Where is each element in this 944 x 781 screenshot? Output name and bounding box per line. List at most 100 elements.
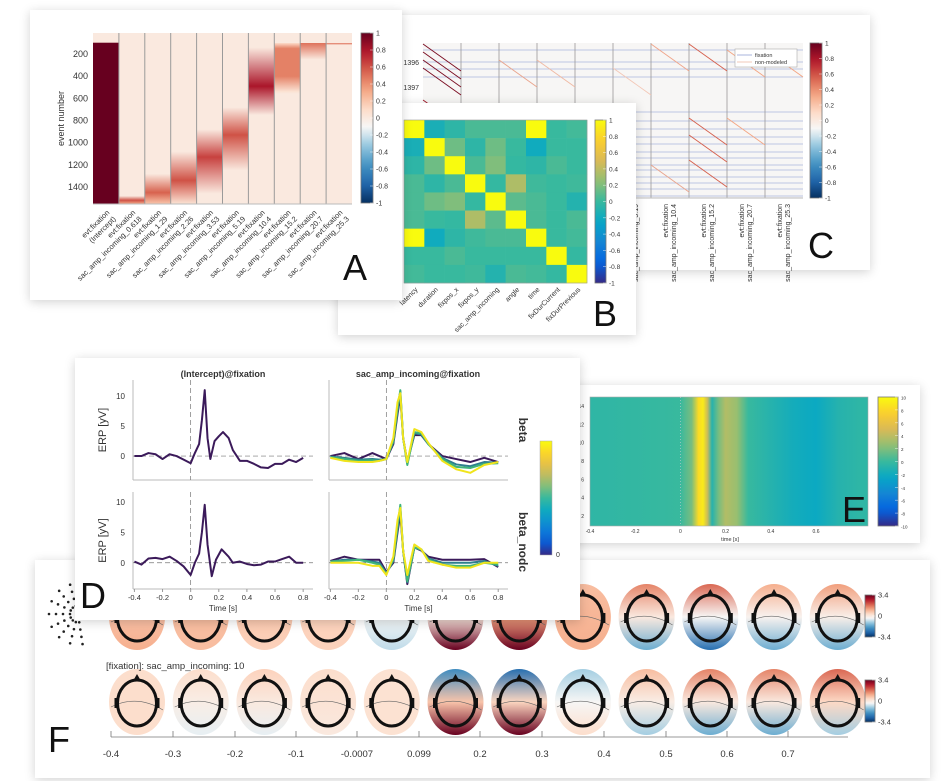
ear-icon (283, 698, 287, 708)
matrix-cell (485, 228, 506, 248)
electrode-dot (68, 583, 72, 586)
matrix-cell (465, 228, 486, 248)
topoplot (300, 669, 357, 735)
matrix-cell (566, 246, 588, 266)
x-tick-label: evt:fixationsac_amp_incoming_20.7 (739, 204, 754, 282)
matrix-cell (404, 138, 425, 157)
topoplot (682, 669, 739, 735)
matrix-cell (485, 246, 506, 266)
colorbar-tick-label: 6 (901, 421, 904, 426)
matrix-cell (485, 174, 506, 193)
matrix-cell (424, 210, 445, 229)
x-tick-label: 0.6 (813, 529, 820, 535)
colorbar-tick-label: -4 (901, 486, 905, 491)
matrix-cell (546, 246, 567, 266)
colorbar-tick-label: 0.4 (609, 166, 618, 173)
nose-icon (133, 674, 141, 681)
x-tick-label: fixpos_x (437, 286, 460, 309)
matrix-cell (485, 138, 506, 157)
matrix-cell (444, 156, 466, 175)
colorbar-tick-label: 1 (825, 41, 829, 48)
matrix-cell (404, 210, 425, 229)
matrix-cell (546, 228, 567, 248)
colorbar-tick-label: -0.6 (825, 165, 837, 172)
x-tick-label-line: sac_amp_incoming_25.3 (785, 204, 792, 282)
row-label: [fixation]: sac_amp_incoming: 10 (106, 661, 244, 672)
electrode-dot (77, 620, 81, 624)
colorbar-tick-label: -3.4 (878, 718, 891, 727)
time-tick-label: 0.2 (473, 749, 486, 760)
electrode-dot (61, 612, 65, 616)
matrix-cell (526, 192, 547, 211)
y-tick-label: 1200 (68, 160, 88, 170)
ear-icon (793, 698, 797, 708)
y-axis-label: event number (56, 91, 66, 146)
topoplot (236, 669, 293, 735)
colorbar-tick-label: 4 (901, 434, 904, 439)
design-matrix-diagonal (422, 67, 462, 96)
design-matrix-diagonal (498, 59, 538, 88)
ear-icon (751, 613, 755, 623)
colorbar-tick-label: -0.4 (376, 150, 388, 157)
panel-a-design-matrix-chart: evt:fixation(Intercept)evt:fixationsac_a… (56, 31, 388, 289)
electrode-dot (70, 590, 74, 594)
design-matrix-diagonal (688, 43, 728, 72)
electrode-dot (74, 620, 78, 624)
matrix-cell (546, 174, 567, 193)
topoplot (491, 669, 548, 735)
y-tick-label: 1000 (68, 138, 88, 148)
nose-icon (515, 674, 524, 681)
nose-icon (578, 589, 587, 596)
colorbar-tick-label: 0 (376, 116, 380, 123)
x-tick-label: evt:fixationsac_amp_incoming_15.2 (701, 204, 716, 282)
ear-icon (433, 698, 436, 708)
time-tick-label: -0.4 (103, 749, 119, 760)
x-tick-label: 0.6 (465, 593, 475, 602)
colorbar-tick-label: 0.6 (609, 150, 618, 157)
x-tick-label: evt:fixationsac_amp_incoming_25.3 (777, 204, 792, 282)
topoplot (682, 584, 739, 650)
y-tick-label: 5 (121, 422, 126, 431)
ear-icon (666, 698, 670, 708)
colorbar-tick-label: 1 (376, 31, 380, 38)
matrix-cell (465, 138, 486, 157)
topoplot (618, 669, 675, 735)
electrode-dot (71, 619, 75, 622)
matrix-cell (424, 156, 445, 175)
y-tick-label: 1396 (403, 60, 419, 67)
ear-icon (560, 698, 564, 708)
colorbar-tick-label: -1 (825, 196, 831, 203)
y-tick-label: 5 (121, 528, 126, 537)
matrix-cell (444, 228, 466, 248)
matrix-cell (505, 264, 527, 284)
matrix-cell (404, 192, 425, 211)
colorbar-tick-label: 2 (901, 447, 904, 452)
colorbar-tick-label: -3.4 (878, 633, 891, 642)
y-tick-label: 400 (73, 71, 88, 81)
nose-icon (578, 674, 587, 681)
erpimage-heatmap (590, 397, 868, 526)
colorbar-tick-label: -10 (901, 525, 908, 530)
colorbar-tick-label: 0 (556, 552, 560, 559)
design-matrix-column (248, 33, 275, 204)
colorbar-tick-label: -0.2 (376, 133, 388, 140)
electrode-dot (50, 599, 53, 603)
colorbar-tick-label: 3.4 (878, 591, 888, 600)
matrix-cell (505, 228, 527, 248)
erp-line (134, 503, 304, 578)
nose-icon (451, 674, 460, 681)
matrix-cell (424, 138, 445, 157)
matrix-cell (566, 192, 588, 211)
y-tick-label: 600 (73, 93, 88, 103)
colorbar-tick-label: 0.6 (825, 72, 834, 79)
matrix-cell (465, 192, 486, 211)
matrix-cell (546, 120, 567, 139)
ear-icon (178, 698, 182, 708)
design-matrix-diagonal (688, 159, 728, 188)
matrix-cell (444, 210, 466, 229)
matrix-cell (526, 246, 547, 266)
matrix-cell (404, 156, 425, 175)
electrode-dot (63, 606, 66, 609)
electrode-dot (66, 624, 70, 628)
